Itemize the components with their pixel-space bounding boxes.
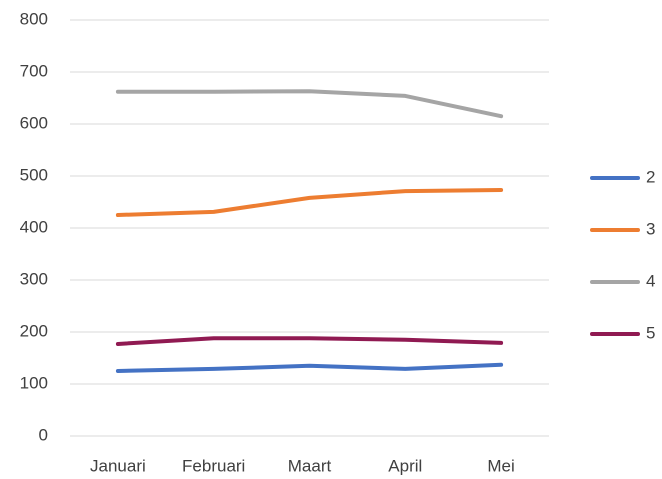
legend-label: 5	[646, 323, 655, 342]
y-tick-label: 0	[39, 425, 48, 444]
x-tick-label: Maart	[288, 456, 332, 475]
series-line	[115, 362, 504, 373]
legend-label: 2	[646, 167, 655, 186]
y-tick-label: 100	[20, 373, 48, 392]
x-tick-label: April	[388, 456, 422, 475]
series-line	[115, 336, 504, 346]
y-tick-label: 300	[20, 269, 48, 288]
y-tick-label: 400	[20, 217, 48, 236]
x-tick-label: Februari	[182, 456, 245, 475]
series-line	[115, 89, 504, 119]
y-tick-label: 500	[20, 165, 48, 184]
y-tick-label: 200	[20, 321, 48, 340]
y-tick-label: 800	[20, 9, 48, 28]
series-line	[115, 188, 504, 217]
x-tick-label: Januari	[90, 456, 146, 475]
y-tick-label: 600	[20, 113, 48, 132]
y-tick-label: 700	[20, 61, 48, 80]
legend-label: 3	[646, 219, 655, 238]
x-tick-label: Mei	[487, 456, 514, 475]
legend-label: 4	[646, 271, 655, 290]
